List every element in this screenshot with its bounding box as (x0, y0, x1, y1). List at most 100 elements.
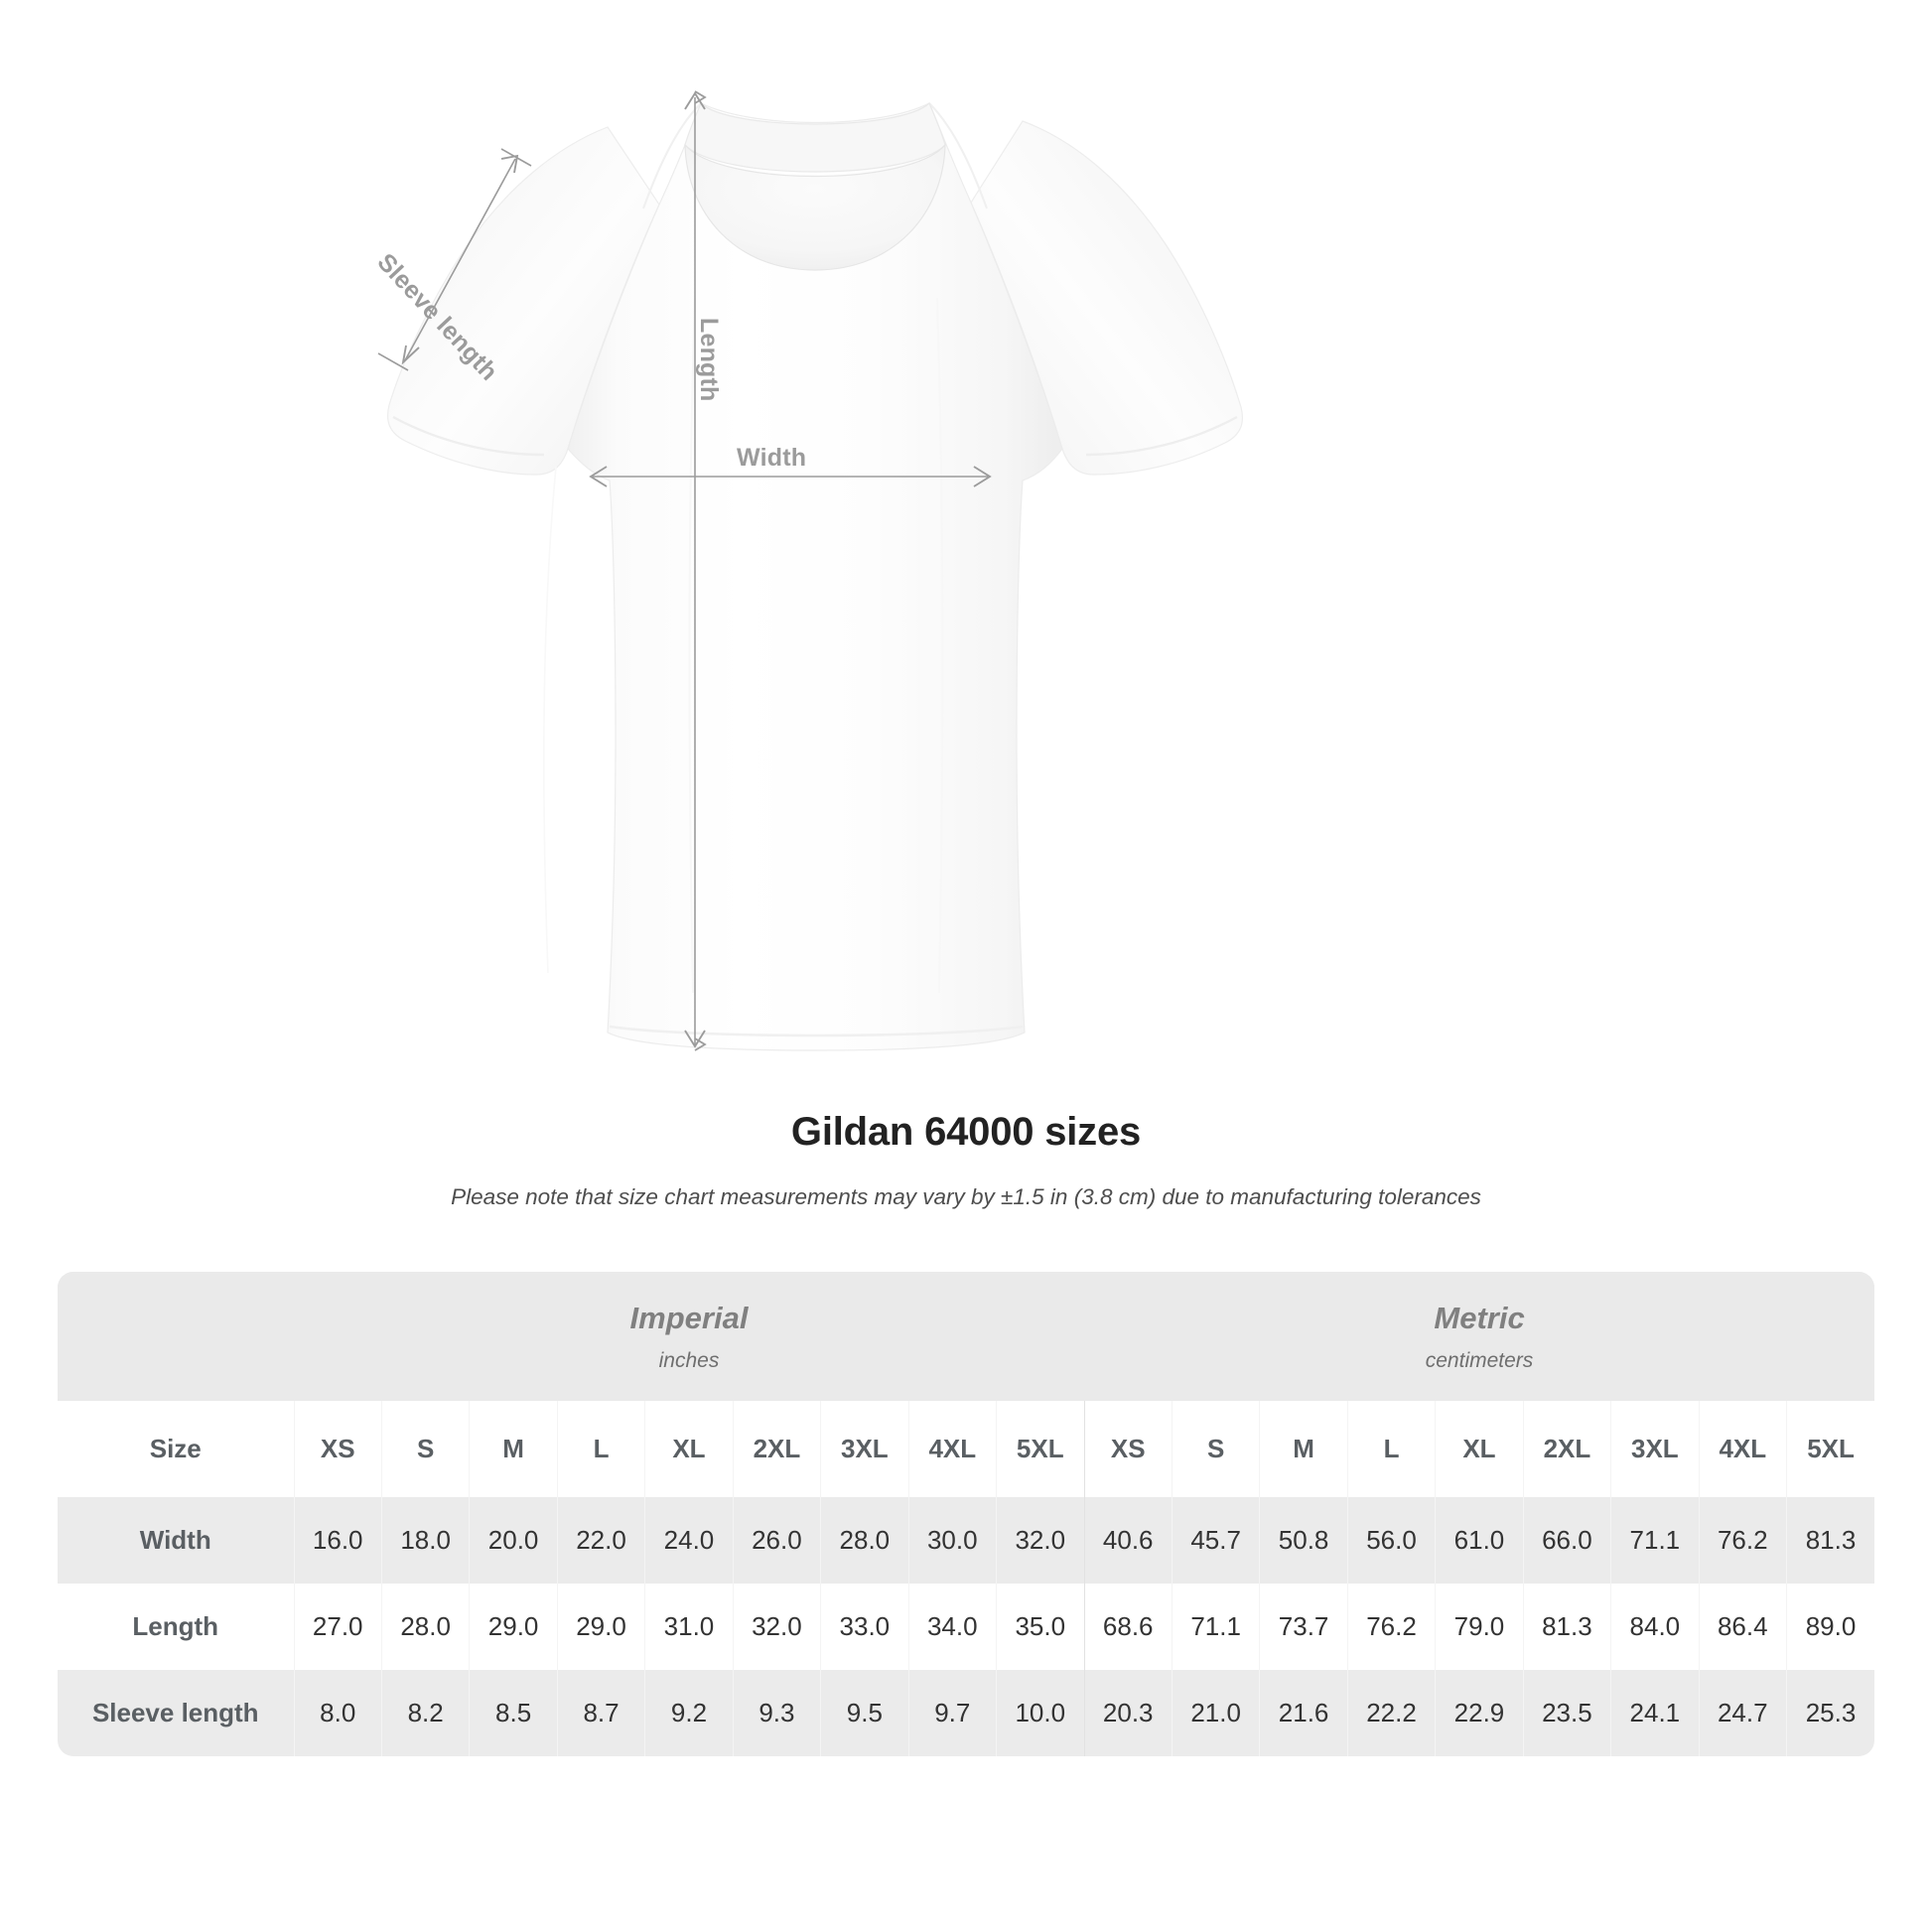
cell-imperial: 34.0 (907, 1584, 997, 1670)
cell-value: 33.0 (839, 1611, 891, 1641)
unit-subtitle: centimeters (1425, 1348, 1534, 1372)
cell-value: 66.0 (1542, 1525, 1592, 1555)
size-header-imperial-4xl: 4XL (907, 1401, 997, 1497)
size-name: 3XL (1631, 1434, 1679, 1463)
cell-imperial: 16.0 (293, 1497, 382, 1584)
size-header-imperial-xl: XL (644, 1401, 734, 1497)
cell-imperial: 26.0 (732, 1497, 821, 1584)
unit-banner-row: Imperial inches Metric centimeters (58, 1272, 1874, 1401)
cell-value: 8.0 (320, 1698, 356, 1727)
cell-value: 71.1 (1190, 1611, 1241, 1641)
cell-value: 22.0 (576, 1525, 626, 1555)
unit-subtitle: inches (658, 1348, 720, 1372)
size-header-metric-l: L (1346, 1401, 1436, 1497)
size-name: 5XL (1016, 1434, 1064, 1463)
tshirt-diagram: Sleeve length Length Width (371, 90, 1244, 1051)
unit-name: Imperial (629, 1300, 749, 1335)
cell-value: 32.0 (752, 1611, 802, 1641)
cell-value: 35.0 (1015, 1611, 1066, 1641)
cell-imperial: 10.0 (996, 1670, 1084, 1756)
cell-metric: 81.3 (1786, 1497, 1874, 1584)
cell-value: 30.0 (926, 1525, 978, 1555)
cell-value: 9.2 (670, 1698, 708, 1727)
sleeve-tick-marks (377, 148, 532, 371)
cell-metric: 76.2 (1346, 1584, 1436, 1670)
cell-imperial: 9.5 (820, 1670, 909, 1756)
cell-value: 8.7 (583, 1698, 620, 1727)
cell-value: 76.2 (1717, 1525, 1768, 1555)
size-header-metric-3xl: 3XL (1610, 1401, 1700, 1497)
row-label-cell: Length (58, 1584, 294, 1670)
cell-value: 22.2 (1366, 1698, 1417, 1727)
cell-metric: 68.6 (1083, 1584, 1173, 1670)
cell-imperial: 9.2 (644, 1670, 734, 1756)
row-label: Sleeve length (91, 1698, 259, 1727)
cell-value: 27.0 (312, 1611, 363, 1641)
cell-metric: 79.0 (1435, 1584, 1524, 1670)
cell-imperial: 28.0 (820, 1497, 909, 1584)
size-name: 2XL (753, 1434, 801, 1463)
title-block: Gildan 64000 sizes Please note that size… (0, 1110, 1932, 1210)
length-label: Length (695, 318, 723, 402)
size-name: L (1383, 1434, 1400, 1463)
cell-imperial: 8.7 (556, 1670, 645, 1756)
cell-metric: 71.1 (1610, 1497, 1700, 1584)
cell-value: 10.0 (1015, 1698, 1066, 1727)
cell-metric: 84.0 (1610, 1584, 1700, 1670)
cell-value: 18.0 (400, 1525, 451, 1555)
cell-value: 21.6 (1278, 1698, 1329, 1727)
row-label: Length (132, 1611, 219, 1641)
size-name: XL (672, 1434, 706, 1463)
size-table-container: Imperial inches Metric centimeters Size XS S M L… (58, 1272, 1874, 1756)
cell-value: 81.3 (1805, 1525, 1857, 1555)
cell-value: 16.0 (312, 1525, 363, 1555)
cell-imperial: 22.0 (556, 1497, 645, 1584)
cell-metric: 23.5 (1522, 1670, 1611, 1756)
size-name: XS (1110, 1434, 1146, 1463)
cell-imperial: 24.0 (644, 1497, 734, 1584)
cell-value: 71.1 (1629, 1525, 1681, 1555)
row-label: Width (139, 1525, 211, 1555)
size-header-imperial-xs: XS (293, 1401, 382, 1497)
cell-value: 28.0 (400, 1611, 451, 1641)
size-header-metric-4xl: 4XL (1698, 1401, 1787, 1497)
cell-metric: 22.2 (1346, 1670, 1436, 1756)
page-title: Gildan 64000 sizes (790, 1110, 1142, 1154)
size-header-imperial-2xl: 2XL (732, 1401, 821, 1497)
cell-value: 61.0 (1453, 1525, 1505, 1555)
cell-value: 25.3 (1805, 1698, 1857, 1727)
cell-imperial: 18.0 (380, 1497, 470, 1584)
width-arrowheads (589, 466, 992, 487)
cell-value: 50.8 (1278, 1525, 1329, 1555)
size-header-imperial-l: L (556, 1401, 645, 1497)
unit-name: Metric (1434, 1300, 1525, 1335)
cell-value: 9.3 (759, 1698, 795, 1727)
size-name: L (593, 1434, 610, 1463)
size-header-cell: Size (58, 1401, 294, 1497)
cell-value: 23.5 (1542, 1698, 1592, 1727)
cell-value: 22.9 (1453, 1698, 1505, 1727)
cell-metric: 21.6 (1259, 1670, 1348, 1756)
cell-imperial: 9.7 (907, 1670, 997, 1756)
size-header-imperial-3xl: 3XL (820, 1401, 909, 1497)
size-name: 3XL (841, 1434, 889, 1463)
cell-imperial: 33.0 (820, 1584, 909, 1670)
tshirt-illustration (377, 90, 1244, 1051)
cell-value: 73.7 (1278, 1611, 1329, 1641)
size-header-imperial-5xl: 5XL (996, 1401, 1084, 1497)
cell-metric: 73.7 (1259, 1584, 1348, 1670)
cell-metric: 24.7 (1698, 1670, 1787, 1756)
row-label-cell: Width (58, 1497, 294, 1584)
cell-value: 86.4 (1717, 1611, 1768, 1641)
cell-value: 29.0 (487, 1611, 539, 1641)
cell-metric: 40.6 (1083, 1497, 1173, 1584)
cell-value: 56.0 (1366, 1525, 1417, 1555)
size-name: M (502, 1434, 524, 1463)
row-label-cell: Sleeve length (58, 1670, 294, 1756)
size-header-imperial-m: M (469, 1401, 558, 1497)
cell-value: 45.7 (1190, 1525, 1241, 1555)
cell-value: 24.7 (1717, 1698, 1768, 1727)
cell-imperial: 32.0 (732, 1584, 821, 1670)
cell-metric: 25.3 (1786, 1670, 1874, 1756)
